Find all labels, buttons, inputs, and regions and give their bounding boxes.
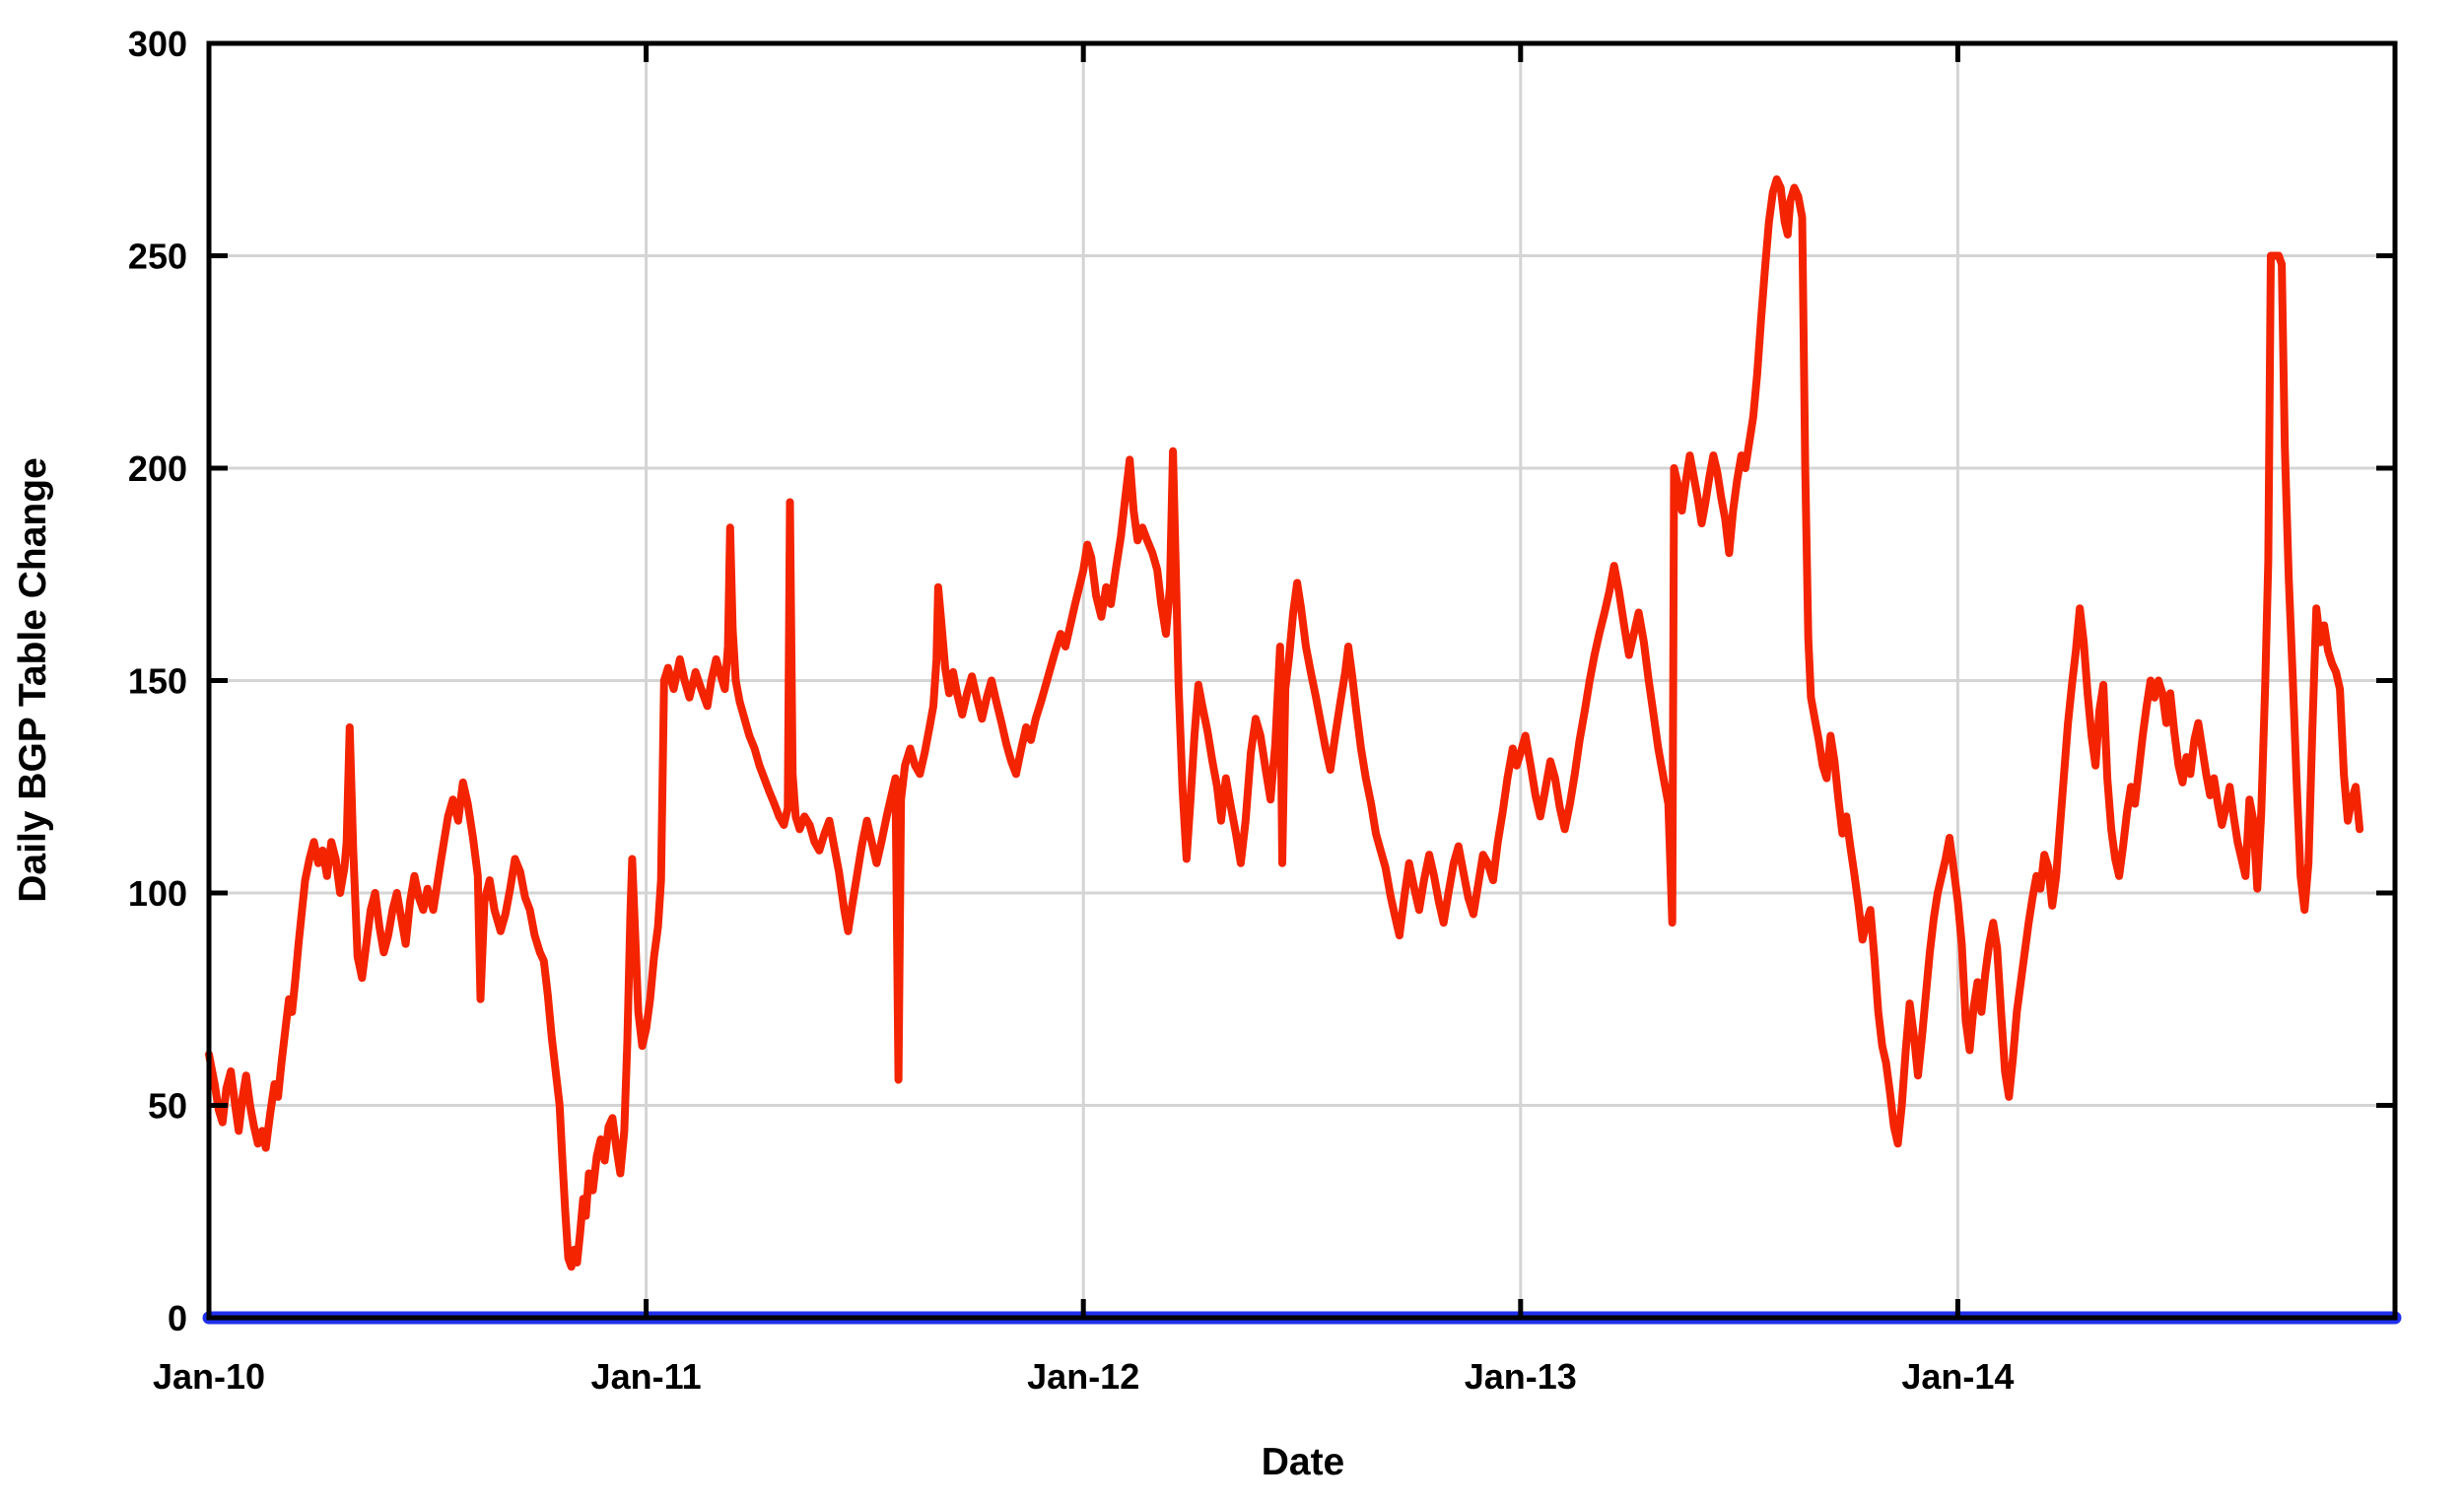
y-tick-label: 300 bbox=[128, 24, 187, 64]
y-tick-label: 150 bbox=[128, 661, 187, 702]
y-tick-label: 200 bbox=[128, 448, 187, 489]
x-tick-label: Jan-12 bbox=[1027, 1356, 1139, 1397]
data-series bbox=[202, 174, 2402, 1325]
plot-frame-and-ticks bbox=[206, 40, 2398, 1321]
x-tick-label: Jan-13 bbox=[1465, 1356, 1577, 1397]
y-tick-label: 0 bbox=[168, 1298, 187, 1338]
y-axis-title: Daily BGP Table Change bbox=[12, 457, 54, 903]
gridlines bbox=[209, 43, 2395, 1318]
y-tick-label: 250 bbox=[128, 237, 187, 277]
y-tick-label: 50 bbox=[148, 1086, 187, 1127]
daily-bgp-table-change-line bbox=[205, 174, 2364, 1271]
x-tick-label: Jan-10 bbox=[153, 1356, 265, 1397]
y-tick-label: 100 bbox=[128, 873, 187, 914]
x-tick-label: Jan-14 bbox=[1901, 1356, 2014, 1397]
x-axis-title: Date bbox=[1262, 1441, 1345, 1483]
x-tick-label: Jan-11 bbox=[591, 1356, 702, 1397]
tick-labels: 0 50 100 150 200 250 300 Jan-10 Jan-11 Jan-12 Jan-… bbox=[128, 24, 2015, 1397]
